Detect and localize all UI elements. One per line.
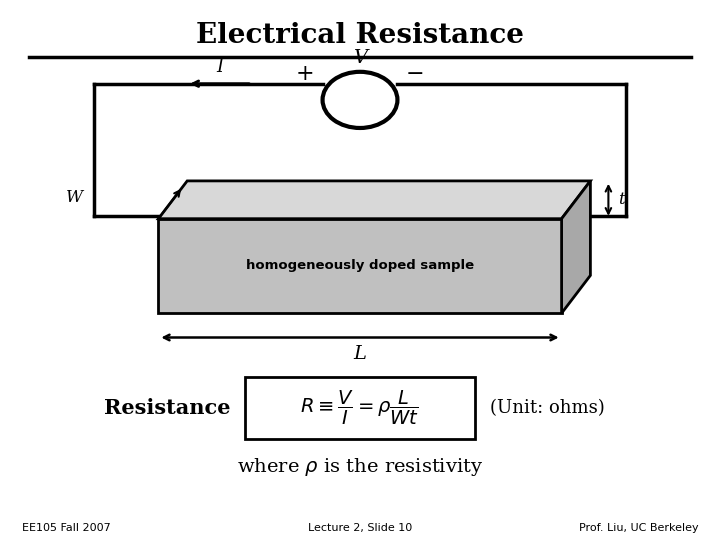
Text: L: L	[354, 345, 366, 363]
Text: $R \equiv \dfrac{V}{I} = \rho\dfrac{L}{Wt}$: $R \equiv \dfrac{V}{I} = \rho\dfrac{L}{W…	[300, 389, 420, 427]
Text: EE105 Fall 2007: EE105 Fall 2007	[22, 523, 110, 533]
Polygon shape	[158, 219, 562, 313]
Text: W: W	[66, 188, 83, 206]
Text: −: −	[406, 63, 425, 85]
Text: Lecture 2, Slide 10: Lecture 2, Slide 10	[308, 523, 412, 533]
Text: where $\rho$ is the resistivity: where $\rho$ is the resistivity	[237, 456, 483, 478]
Text: +: +	[295, 63, 314, 85]
Text: homogeneously doped sample: homogeneously doped sample	[246, 259, 474, 273]
Bar	[245, 377, 475, 438]
Text: Prof. Liu, UC Berkeley: Prof. Liu, UC Berkeley	[579, 523, 698, 533]
Text: I: I	[216, 58, 223, 77]
Polygon shape	[158, 181, 590, 219]
Polygon shape	[562, 181, 590, 313]
Text: V: V	[353, 49, 367, 68]
Text: Resistance: Resistance	[104, 397, 230, 418]
Text: Electrical Resistance: Electrical Resistance	[196, 22, 524, 49]
Text: t: t	[618, 191, 625, 208]
Text: (Unit: ohms): (Unit: ohms)	[490, 399, 604, 417]
